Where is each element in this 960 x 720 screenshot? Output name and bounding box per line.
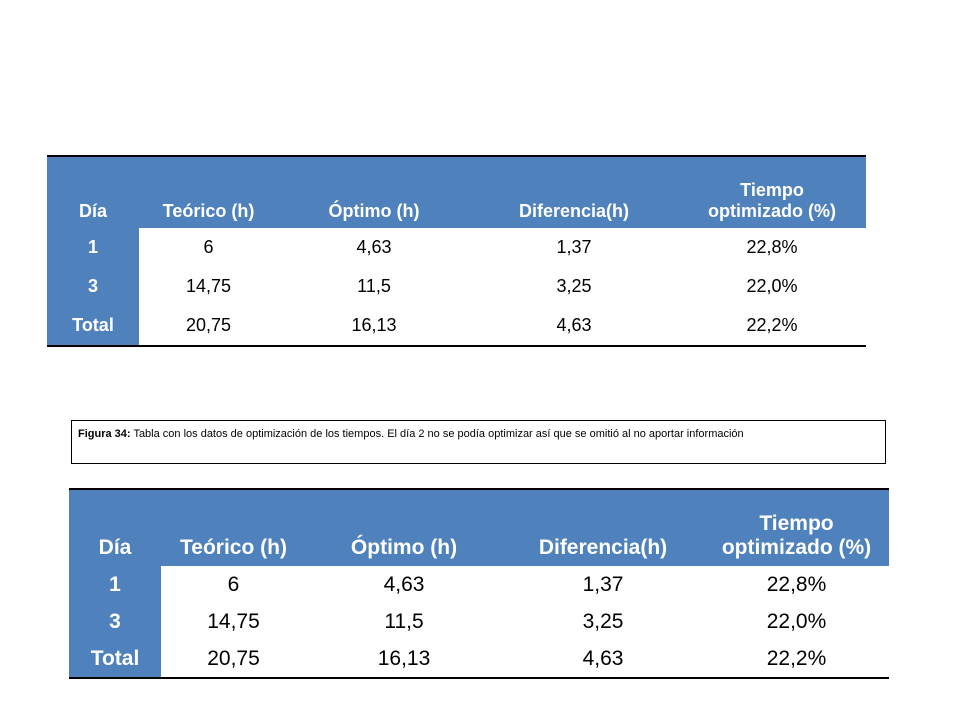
- table-row: Total 20,75 16,13 4,63 22,2%: [69, 640, 889, 677]
- cell-teorico: 6: [203, 237, 214, 257]
- header-teorico: Teórico (h): [161, 490, 306, 566]
- figure-caption: Figura 34: Tabla con los datos de optimi…: [71, 420, 886, 464]
- header-dia: Día: [69, 490, 161, 566]
- table-row: Total 20,75 16,13 4,63 22,2%: [47, 306, 866, 345]
- table-row: 1 6 4,63 1,37 22,8%: [69, 566, 889, 603]
- cell-tiempo-optimizado: 22,8%: [746, 237, 798, 257]
- cell-diferencia: 4,63: [556, 315, 592, 335]
- cell-dia: 1: [47, 228, 139, 267]
- header-tiempo-line1: Tiempo: [759, 512, 834, 535]
- cell-optimo: 16,13: [377, 646, 431, 670]
- table-row: 1 6 4,63 1,37 22,8%: [47, 228, 866, 267]
- cell-tiempo-optimizado: 22,8%: [766, 572, 827, 596]
- cell-teorico: 20,75: [185, 315, 232, 335]
- cell-tiempo-optimizado: 22,0%: [746, 276, 798, 296]
- cell-tiempo-optimizado: 22,2%: [746, 315, 798, 335]
- cell-teorico: 14,75: [207, 609, 260, 633]
- caption-text: Tabla con los datos de optimización de l…: [133, 428, 744, 440]
- optimization-table-bottom: Día Teórico (h) Óptimo (h) Diferencia(h)…: [69, 488, 889, 679]
- header-dia: Día: [47, 157, 139, 228]
- cell-teorico: 14,75: [185, 276, 232, 296]
- cell-dia: 1: [69, 566, 161, 603]
- table-row: 3 14,75 11,5 3,25 22,0%: [47, 267, 866, 306]
- cell-tiempo-optimizado: 22,2%: [766, 646, 827, 670]
- cell-teorico: 20,75: [207, 646, 260, 670]
- caption-label: Figura 34:: [78, 428, 131, 440]
- table-header-row: Día Teórico (h) Óptimo (h) Diferencia(h)…: [47, 157, 866, 228]
- cell-optimo: 11,5: [357, 276, 391, 296]
- header-diferencia: Diferencia(h): [502, 490, 704, 566]
- optimization-table-top: Día Teórico (h) Óptimo (h) Diferencia(h)…: [47, 155, 866, 347]
- cell-dia: Total: [47, 306, 139, 345]
- table-row: 3 14,75 11,5 3,25 22,0%: [69, 603, 889, 640]
- cell-dia: 3: [69, 603, 161, 640]
- header-tiempo-line2: optimizado (%): [721, 536, 872, 559]
- header-tiempo-optimizado: Tiempo optimizado (%): [704, 490, 889, 566]
- header-optimo: Óptimo (h): [306, 490, 502, 566]
- cell-diferencia: 1,37: [582, 572, 624, 596]
- cell-optimo: 4,63: [383, 572, 425, 596]
- cell-diferencia: 3,25: [582, 609, 624, 633]
- cell-optimo: 4,63: [356, 237, 392, 257]
- cell-tiempo-optimizado: 22,0%: [766, 609, 827, 633]
- header-tiempo-optimizado: Tiempo optimizado (%): [678, 157, 866, 228]
- header-teorico: Teórico (h): [139, 157, 278, 228]
- cell-dia: 3: [47, 267, 139, 306]
- cell-diferencia: 4,63: [582, 646, 624, 670]
- header-tiempo-line1: Tiempo: [740, 180, 804, 200]
- header-tiempo-line2: optimizado (%): [708, 201, 836, 221]
- header-diferencia: Diferencia(h): [470, 157, 678, 228]
- cell-dia: Total: [69, 640, 161, 677]
- cell-diferencia: 3,25: [556, 276, 592, 296]
- table-header-row: Día Teórico (h) Óptimo (h) Diferencia(h)…: [69, 490, 889, 566]
- cell-optimo: 11,5: [384, 609, 424, 633]
- cell-optimo: 16,13: [351, 315, 397, 335]
- header-optimo: Óptimo (h): [278, 157, 470, 228]
- cell-diferencia: 1,37: [556, 237, 592, 257]
- cell-teorico: 6: [227, 572, 240, 596]
